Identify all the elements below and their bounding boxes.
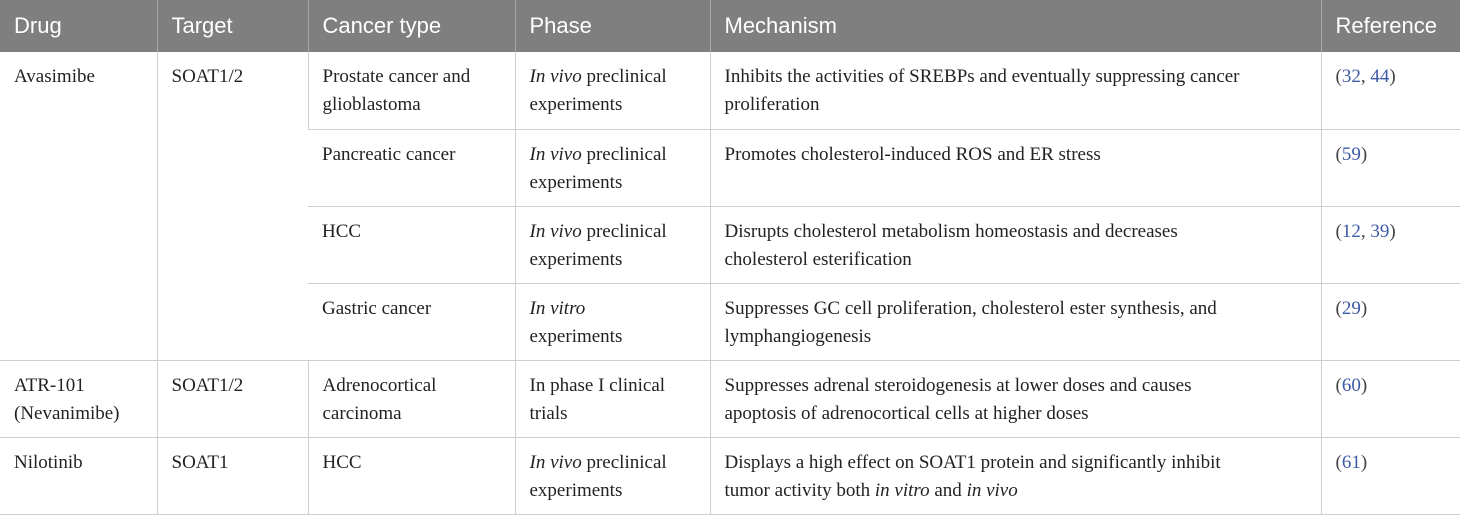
table-row: Pancreatic cancer In vivo preclinical ex… — [0, 129, 1460, 207]
drug-cell: Avasimibe — [0, 52, 157, 361]
table-row: ATR-101 (Nevanimibe) SOAT1/2 Adrenocorti… — [0, 360, 1460, 438]
mechanism-cell: Suppresses adrenal steroidogenesis at lo… — [709, 360, 1321, 438]
target-cell: SOAT1/2 — [156, 360, 308, 438]
reference-cell: (60) — [1320, 360, 1460, 438]
cancer-type-cell: Prostate cancer and glioblastoma — [307, 52, 515, 130]
reference-cell: (32, 44) — [1320, 52, 1460, 130]
header-phase: Phase — [514, 0, 710, 52]
header-target: Target — [156, 0, 308, 52]
drug-cell: ATR-101 (Nevanimibe) — [0, 360, 157, 438]
reference-link[interactable]: 61 — [1341, 451, 1361, 473]
target-cell: SOAT1 — [156, 437, 308, 515]
table-row: Gastric cancer In vitro experiments Supp… — [0, 283, 1460, 361]
reference-cell: (29) — [1320, 283, 1460, 361]
target-name: SOAT1 — [171, 451, 229, 473]
header-drug: Drug — [0, 0, 157, 52]
cancer-type-cell: HCC — [307, 437, 515, 515]
target-name: SOAT1/2 — [171, 374, 244, 396]
header-reference: Reference — [1320, 0, 1460, 52]
drug-name: Avasimibe — [14, 66, 95, 87]
phase-cell: In vivo preclinical experiments — [514, 206, 710, 284]
phase-cell: In vivo preclinical experiments — [514, 52, 710, 130]
table-row: Avasimibe SOAT1/2 Prostate cancer and gl… — [0, 52, 1460, 361]
header-mechanism: Mechanism — [709, 0, 1321, 52]
reference-link[interactable]: 29 — [1341, 297, 1361, 319]
target-name: SOAT1/2 — [171, 66, 244, 87]
reference-link[interactable]: 32 — [1341, 66, 1361, 87]
cancer-type-cell: Gastric cancer — [308, 283, 515, 361]
reference-link[interactable]: 60 — [1341, 374, 1361, 396]
reference-cell: (12, 39) — [1320, 206, 1460, 284]
header-cancer-type: Cancer type — [307, 0, 515, 52]
reference-cell: (61) — [1320, 437, 1460, 515]
phase-cell: In vivo preclinical experiments — [514, 129, 710, 207]
phase-cell: In phase I clinical trials — [514, 360, 710, 438]
table-row: Nilotinib SOAT1 HCC In vivo preclinical … — [0, 437, 1460, 515]
cancer-type-cell: Adrenocortical carcinoma — [307, 360, 515, 438]
mechanism-cell: Promotes cholesterol-induced ROS and ER … — [709, 129, 1321, 207]
drug-cell: Nilotinib — [0, 437, 157, 515]
reference-link[interactable]: 59 — [1341, 143, 1361, 165]
phase-cell: In vitro experiments — [514, 283, 710, 361]
phase-cell: In vivo preclinical experiments — [514, 437, 710, 515]
mechanism-cell: Disrupts cholesterol metabolism homeosta… — [709, 206, 1321, 284]
reference-link[interactable]: 39 — [1370, 220, 1390, 242]
drug-name: ATR-101 — [14, 374, 85, 396]
target-cell: SOAT1/2 — [156, 52, 308, 361]
mechanism-cell: Suppresses GC cell proliferation, choles… — [709, 283, 1321, 361]
drug-name: Nilotinib — [14, 451, 83, 473]
mechanism-cell: Displays a high effect on SOAT1 protein … — [709, 437, 1321, 515]
cancer-type-cell: HCC — [308, 206, 515, 284]
reference-link[interactable]: 44 — [1370, 66, 1390, 87]
header-row: Drug Target Cancer type Phase Mechanism … — [0, 0, 1460, 52]
table-row: HCC In vivo preclinical experiments Disr… — [0, 206, 1460, 284]
reference-link[interactable]: 12 — [1341, 220, 1361, 242]
reference-cell: (59) — [1320, 129, 1460, 207]
cancer-type-cell: Pancreatic cancer — [308, 129, 515, 207]
mechanism-cell: Inhibits the activities of SREBPs and ev… — [709, 52, 1321, 130]
